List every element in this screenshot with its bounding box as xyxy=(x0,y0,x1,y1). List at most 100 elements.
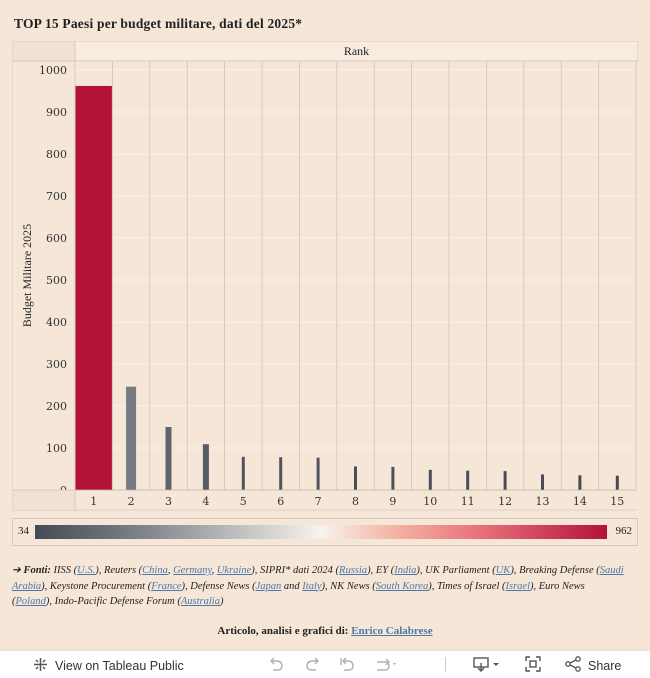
redo-icon[interactable] xyxy=(303,655,321,676)
link-israel[interactable]: Israel xyxy=(505,580,531,592)
link-poland[interactable]: Poland xyxy=(15,596,46,607)
header-label: Rank xyxy=(344,44,369,58)
y-tick-label: 1000 xyxy=(39,64,67,77)
x-tick-label: 15 xyxy=(610,495,624,508)
x-tick-label: 8 xyxy=(352,495,359,508)
view-on-tableau-label: View on Tableau Public xyxy=(55,659,184,673)
y-tick-label: 100 xyxy=(46,442,67,455)
bar-rank-6 xyxy=(279,457,283,490)
fullscreen-icon[interactable] xyxy=(524,655,542,676)
y-tick-label: 600 xyxy=(46,232,67,245)
source-name: Reuters xyxy=(103,565,137,576)
source-conjunction: and xyxy=(283,580,300,592)
share-icon xyxy=(564,655,582,676)
download-icon[interactable] xyxy=(472,655,502,676)
x-tick-label: 1 xyxy=(90,495,97,508)
x-axis-corner xyxy=(12,489,76,511)
link-india[interactable]: India xyxy=(394,565,417,576)
link-japan[interactable]: Japan xyxy=(255,580,282,592)
source-name: Breaking Defense xyxy=(519,565,594,576)
color-legend: 34 962 xyxy=(12,518,638,546)
header-row xyxy=(12,41,638,62)
revert-icon[interactable] xyxy=(338,655,356,676)
link-saudi-arabia[interactable]: Saudi Arabia xyxy=(12,565,624,592)
legend-max-label: 962 xyxy=(615,525,633,537)
source-name: EY xyxy=(375,565,389,576)
chart-svg: Rank01002003004005006007008009001000Budg… xyxy=(12,41,638,511)
bar-rank-3 xyxy=(165,427,172,490)
bar-chart: Rank01002003004005006007008009001000Budg… xyxy=(12,41,638,511)
tableau-toolbar: View on Tableau Public Share xyxy=(0,650,650,678)
bar-rank-1 xyxy=(75,85,112,491)
plot-area xyxy=(74,60,637,491)
credits-text: Articolo, analisi e grafici di: xyxy=(217,625,349,637)
source-name: IISS xyxy=(53,565,72,576)
y-tick-label: 700 xyxy=(46,190,67,203)
bar-rank-4 xyxy=(202,444,209,490)
bar-rank-5 xyxy=(241,456,245,490)
link-italy[interactable]: Italy xyxy=(302,580,322,592)
x-tick-label: 4 xyxy=(202,495,209,508)
sources-label: Fonti: xyxy=(23,565,51,576)
x-tick-label: 11 xyxy=(461,495,475,508)
bar-rank-14 xyxy=(578,475,582,490)
bar-rank-13 xyxy=(541,474,544,490)
y-tick-label: 200 xyxy=(46,400,67,413)
legend-gradient xyxy=(35,525,607,539)
y-tick-label: 300 xyxy=(46,358,67,371)
header-corner xyxy=(12,41,76,62)
link-china[interactable]: China xyxy=(142,565,168,576)
view-on-tableau-button[interactable]: View on Tableau Public xyxy=(33,657,184,675)
source-name: UK Parliament xyxy=(425,565,490,576)
share-label: Share xyxy=(588,658,622,673)
x-tick-label: 3 xyxy=(165,495,172,508)
link-germany[interactable]: Germany xyxy=(173,565,212,576)
author-link[interactable]: Enrico Calabrese xyxy=(351,625,433,637)
bar-rank-2 xyxy=(126,386,137,490)
link-australia[interactable]: Australia xyxy=(180,596,220,607)
sources-text: ➔ Fonti: IISS (U.S.), Reuters (China, Ge… xyxy=(12,565,624,607)
y-tick-label: 900 xyxy=(46,106,67,119)
source-name: Keystone Procurement xyxy=(49,580,146,592)
source-name: Indo-Pacific Defense Forum xyxy=(54,596,175,607)
refresh-icon[interactable] xyxy=(373,655,399,676)
x-tick-label: 9 xyxy=(389,495,396,508)
toolbar-divider xyxy=(445,657,446,672)
y-tick-label: 800 xyxy=(46,148,67,161)
link-south-korea[interactable]: South Korea xyxy=(375,580,429,592)
undo-icon[interactable] xyxy=(268,655,286,676)
y-tick-label: 500 xyxy=(46,274,67,287)
y-axis-pane xyxy=(12,60,76,491)
legend-min-label: 34 xyxy=(18,525,29,537)
source-name: Defense News xyxy=(190,580,250,592)
x-tick-label: 13 xyxy=(536,495,550,508)
x-tick-label: 2 xyxy=(128,495,135,508)
link-france[interactable]: France xyxy=(151,580,182,592)
x-tick-label: 12 xyxy=(498,495,512,508)
x-tick-label: 6 xyxy=(277,495,284,508)
link-russia[interactable]: Russia xyxy=(339,565,368,576)
source-name: NK News xyxy=(330,580,370,592)
tableau-logo-icon xyxy=(33,657,48,675)
x-tick-label: 5 xyxy=(240,495,247,508)
bar-rank-7 xyxy=(316,457,320,490)
credits: Articolo, analisi e grafici di: Enrico C… xyxy=(0,625,650,637)
x-tick-label: 10 xyxy=(423,495,437,508)
bar-rank-9 xyxy=(391,466,395,490)
y-tick-label: 400 xyxy=(46,316,67,329)
bar-rank-12 xyxy=(503,471,507,490)
link-uk[interactable]: UK xyxy=(495,565,511,576)
y-axis-title: Budget Militare 2025 xyxy=(20,224,34,327)
x-tick-label: 14 xyxy=(573,495,587,508)
x-tick-label: 7 xyxy=(315,495,322,508)
source-name: Euro News xyxy=(538,580,585,592)
source-name: Times of Israel xyxy=(436,580,500,592)
share-button[interactable]: Share xyxy=(564,655,621,676)
bar-rank-11 xyxy=(466,470,470,490)
bar-rank-15 xyxy=(615,475,619,490)
link-ukraine[interactable]: Ukraine xyxy=(216,565,252,576)
link-us[interactable]: U.S. xyxy=(77,565,96,576)
page-title: TOP 15 Paesi per budget militare, dati d… xyxy=(14,16,303,31)
bar-rank-8 xyxy=(354,466,357,490)
source-name: SIPRI* dati 2024 xyxy=(260,565,333,576)
